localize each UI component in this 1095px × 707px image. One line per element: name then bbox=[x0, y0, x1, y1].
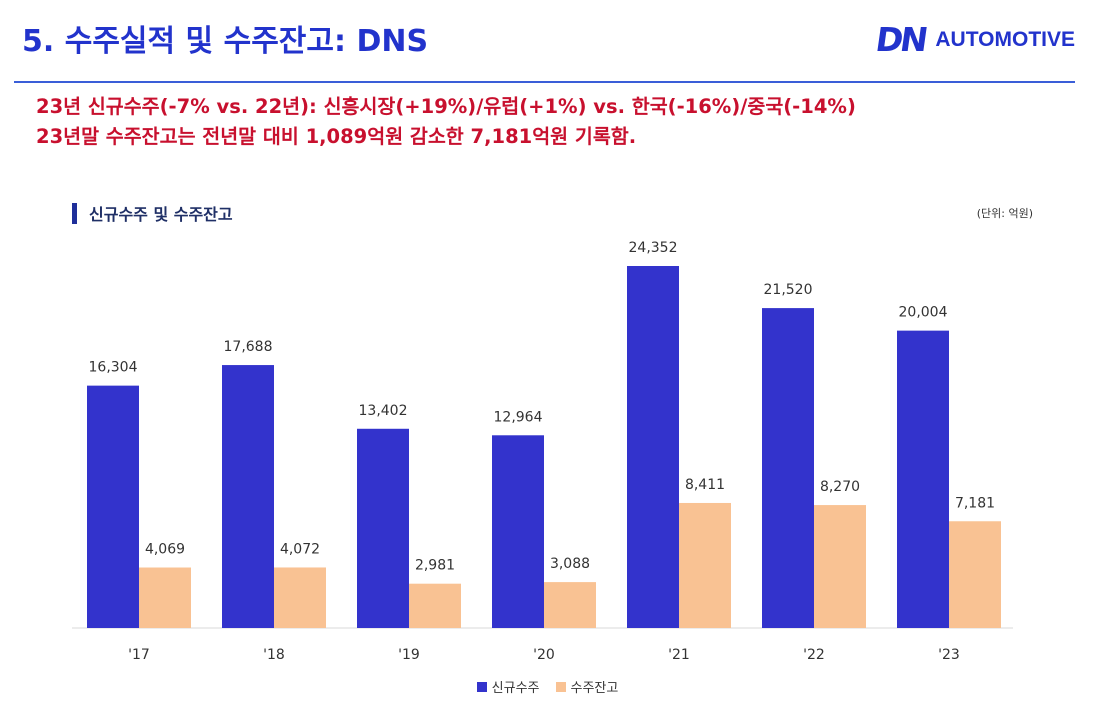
company-logo: DN AUTOMOTIVE bbox=[874, 20, 1075, 59]
legend-swatch-backlog bbox=[555, 681, 566, 692]
x-tick-label-4: '21 bbox=[668, 647, 690, 663]
x-tick-label-1: '18 bbox=[263, 647, 285, 663]
bar-backlog-1 bbox=[274, 567, 326, 628]
bar-new-orders-6 bbox=[897, 330, 949, 628]
data-label-new-orders-0: 16,304 bbox=[89, 360, 138, 376]
legend-item-new-orders: 신규수주 bbox=[476, 677, 540, 696]
legend-swatch-new-orders bbox=[476, 681, 487, 692]
data-label-new-orders-2: 13,402 bbox=[359, 403, 408, 419]
data-label-backlog-4: 8,411 bbox=[685, 477, 725, 493]
data-label-backlog-5: 8,270 bbox=[820, 479, 860, 495]
data-label-new-orders-4: 24,352 bbox=[629, 240, 678, 256]
chart-title-group: 신규수주 및 수주잔고 bbox=[72, 201, 233, 225]
summary-line-2: 23년말 수주잔고는 전년말 대비 1,089억원 감소한 7,181억원 기록… bbox=[36, 125, 637, 148]
bar-new-orders-2 bbox=[357, 428, 409, 628]
chart-legend: 신규수주 수주잔고 bbox=[0, 677, 1095, 696]
bar-new-orders-1 bbox=[222, 365, 274, 628]
bar-backlog-5 bbox=[814, 505, 866, 628]
x-tick-label-6: '23 bbox=[938, 647, 960, 663]
bar-backlog-0 bbox=[139, 567, 191, 628]
chart-title: 신규수주 및 수주잔고 bbox=[89, 205, 233, 224]
bar-new-orders-4 bbox=[627, 266, 679, 628]
bar-new-orders-5 bbox=[762, 308, 814, 628]
header-divider bbox=[14, 81, 1075, 83]
bar-new-orders-0 bbox=[87, 385, 139, 628]
chart-title-marker bbox=[72, 202, 77, 224]
bar-backlog-3 bbox=[544, 582, 596, 628]
data-label-backlog-3: 3,088 bbox=[550, 556, 590, 572]
summary-text: 23년 신규수주(-7% vs. 22년): 신흥시장(+19%)/유럽(+1%… bbox=[36, 92, 856, 152]
legend-label-new-orders: 신규수주 bbox=[491, 681, 540, 696]
page-title: 5. 수주실적 및 수주잔고: DNS bbox=[22, 24, 429, 59]
legend-item-backlog: 수주잔고 bbox=[555, 677, 619, 696]
logo-text: AUTOMOTIVE bbox=[935, 27, 1075, 51]
summary-line-1: 23년 신규수주(-7% vs. 22년): 신흥시장(+19%)/유럽(+1%… bbox=[36, 95, 856, 118]
data-label-backlog-6: 7,181 bbox=[955, 495, 995, 511]
x-tick-label-3: '20 bbox=[533, 647, 555, 663]
data-label-backlog-2: 2,981 bbox=[415, 558, 455, 574]
bar-new-orders-3 bbox=[492, 435, 544, 628]
data-label-new-orders-3: 12,964 bbox=[494, 409, 543, 425]
bar-backlog-4 bbox=[679, 502, 731, 628]
x-tick-label-2: '19 bbox=[398, 647, 420, 663]
bar-backlog-6 bbox=[949, 521, 1001, 628]
data-label-backlog-0: 4,069 bbox=[145, 542, 185, 558]
x-tick-label-5: '22 bbox=[803, 647, 825, 663]
data-label-new-orders-6: 20,004 bbox=[899, 305, 948, 321]
bar-backlog-2 bbox=[409, 583, 461, 628]
x-tick-label-0: '17 bbox=[128, 647, 150, 663]
legend-label-backlog: 수주잔고 bbox=[570, 681, 619, 696]
data-label-new-orders-1: 17,688 bbox=[224, 339, 273, 355]
data-label-backlog-1: 4,072 bbox=[280, 541, 320, 557]
data-label-new-orders-5: 21,520 bbox=[764, 282, 813, 298]
unit-label: (단위: 억원) bbox=[976, 207, 1033, 220]
